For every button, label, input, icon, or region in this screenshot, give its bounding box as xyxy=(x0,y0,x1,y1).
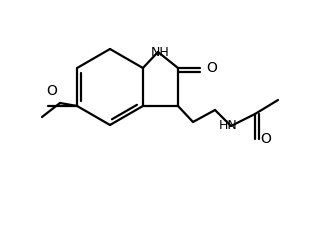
Text: NH: NH xyxy=(151,46,169,59)
Text: O: O xyxy=(206,61,217,75)
Text: HN: HN xyxy=(219,119,237,132)
Text: O: O xyxy=(260,132,271,146)
Text: O: O xyxy=(46,84,57,98)
